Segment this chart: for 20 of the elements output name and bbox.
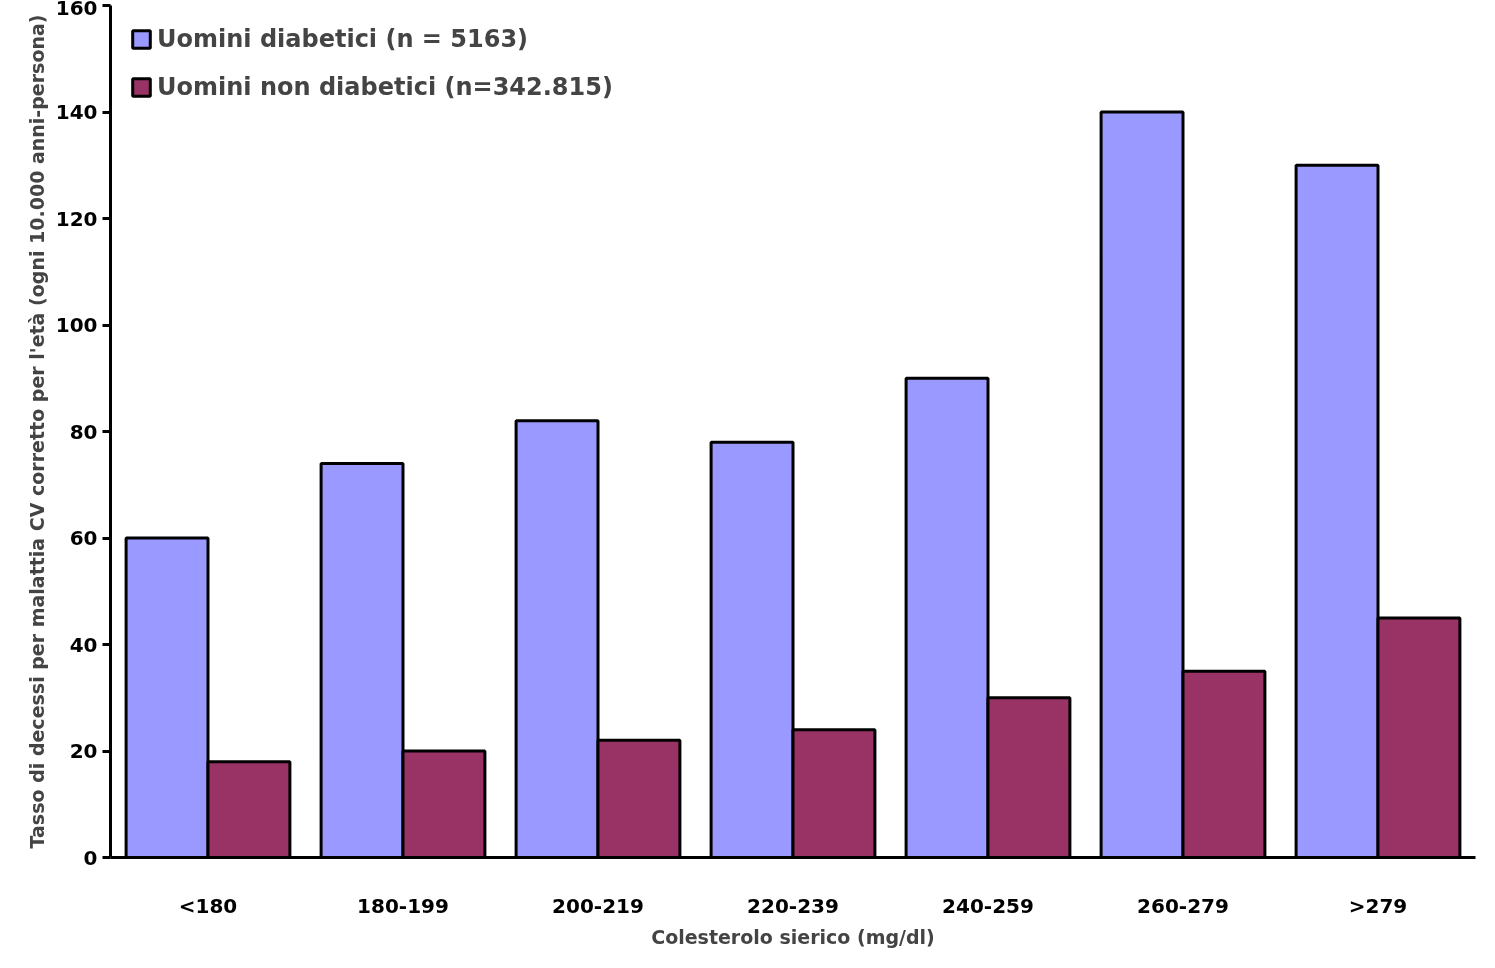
legend-label: Uomini diabetici (n = 5163) (157, 25, 529, 53)
x-tick-label: 180-199 (357, 893, 449, 918)
y-tick-label: 20 (69, 739, 98, 763)
legend-label: Uomini non diabetici (n=342.815) (157, 73, 613, 101)
y-tick-label: 120 (55, 206, 98, 231)
x-tick-label: 260-279 (1137, 893, 1229, 918)
y-tick-label: 140 (55, 100, 98, 124)
y-tick-label: 80 (69, 419, 98, 444)
y-tick-label: 0 (83, 845, 98, 870)
x-axis-title: Colesterolo sierico (mg/dl) (651, 925, 935, 948)
x-tick-label: 220-239 (747, 893, 839, 918)
y-tick-label: 160 (55, 0, 98, 20)
x-tick-label: <180 (178, 893, 238, 918)
y-tick-label: 60 (69, 526, 98, 550)
x-tick-label: 240-259 (942, 893, 1034, 918)
y-axis-title: Tasso di decessi per malattia CV corretto per l'età (ogni 10.000 anni-persona) (25, 14, 48, 849)
y-tick-label: 40 (69, 632, 98, 657)
y-tick-label: 100 (55, 313, 98, 337)
x-tick-label: 200-219 (552, 893, 644, 918)
x-tick-label: >279 (1348, 893, 1408, 918)
